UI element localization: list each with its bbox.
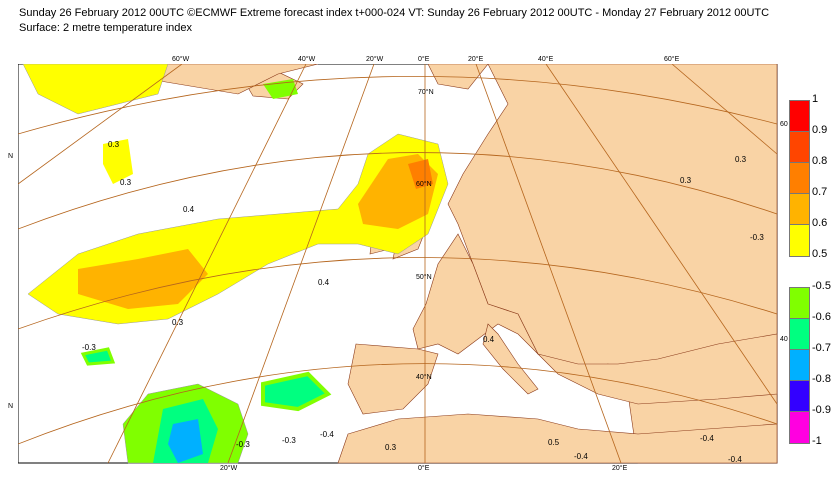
- legend-swatch: [790, 288, 809, 319]
- land-italy: [482, 323, 539, 395]
- legend-swatch: [790, 132, 809, 163]
- lat-label: 70°N: [418, 89, 434, 96]
- legend-swatch: [790, 225, 809, 256]
- cold-anomaly-small: [80, 347, 116, 366]
- contour-label: 0.3: [735, 155, 747, 164]
- side-label: 60: [780, 121, 788, 128]
- legend-negative: [789, 287, 810, 444]
- land-iberia: [347, 343, 439, 415]
- efi-map: 60°W: [18, 64, 778, 464]
- map-title: Sunday 26 February 2012 00UTC ©ECMWF Ext…: [19, 7, 770, 19]
- contour-label: -0.4: [728, 455, 742, 464]
- contour-label: -0.4: [574, 452, 588, 461]
- contour-label: -0.3: [282, 436, 296, 445]
- legend-tick: -0.5: [812, 280, 831, 292]
- warm-anomaly-baffin: [103, 139, 133, 184]
- contour-label: -0.3: [750, 233, 764, 242]
- lon-label: 0°E: [418, 465, 430, 472]
- lon-label: 40°E: [538, 56, 554, 63]
- contour-label: 0.3: [680, 176, 692, 185]
- contour-label: 0.3: [172, 318, 184, 327]
- lon-label: 20°E: [612, 465, 628, 472]
- contour-label: -0.4: [700, 434, 714, 443]
- lon-label: 20°E: [468, 56, 484, 63]
- contour-label: 0.3: [120, 178, 132, 187]
- warm-anomaly-core: [78, 249, 208, 309]
- land-western-europe: [412, 233, 539, 355]
- side-label: N: [8, 153, 14, 160]
- legend-tick: 1: [812, 93, 819, 105]
- lon-label: 0°E: [418, 56, 430, 63]
- contour-label: -0.3: [236, 440, 250, 449]
- lon-label: 20°W: [366, 56, 384, 63]
- legend-tick: 0.5: [812, 248, 828, 260]
- land-africa: [337, 413, 778, 464]
- side-label: N: [8, 403, 14, 410]
- contour-label: -0.3: [82, 343, 96, 352]
- contour-label: 0.4: [318, 278, 330, 287]
- cold-anomaly-deep: [168, 419, 203, 463]
- legend-tick: -1: [812, 435, 822, 447]
- legend-positive: [789, 100, 810, 257]
- graticule: [18, 64, 778, 464]
- legend-swatch: [790, 163, 809, 194]
- legend-swatch: [790, 350, 809, 381]
- legend-swatch: [790, 412, 809, 443]
- legend-tick: 0.9: [812, 124, 828, 136]
- lat-label: 60°N: [416, 181, 432, 188]
- lon-label: 40°W: [298, 56, 316, 63]
- legend-tick: 0.6: [812, 217, 828, 229]
- contour-label: 0.3: [108, 140, 120, 149]
- land-svalbard-north: [427, 64, 489, 90]
- legend-tick: 0.7: [812, 186, 828, 198]
- lat-label: 40°N: [416, 374, 432, 381]
- contour-label: 0.4: [183, 205, 195, 214]
- warm-anomaly-labrador: [22, 64, 169, 115]
- efi-positive-shading: [22, 64, 449, 325]
- lat-label: 50°N: [416, 274, 432, 281]
- legend-tick: 0.8: [812, 155, 828, 167]
- lon-label: 60°E: [664, 56, 680, 63]
- contour-label: 0.3: [385, 443, 397, 452]
- contour-label: 0.4: [483, 335, 495, 344]
- map-subtitle: Surface: 2 metre temperature index: [19, 22, 193, 34]
- contour-label: -0.4: [320, 430, 334, 439]
- cold-anomaly-mid: [261, 371, 332, 412]
- legend-swatch: [790, 319, 809, 350]
- legend-swatch: [790, 381, 809, 412]
- lon-label: 60°W: [172, 56, 190, 63]
- contour-label: 0.5: [548, 438, 560, 447]
- legend-swatch: [790, 194, 809, 225]
- legend-tick: -0.9: [812, 404, 831, 416]
- legend-tick: -0.8: [812, 373, 831, 385]
- legend-tick: -0.7: [812, 342, 831, 354]
- land-balkans-turkey: [537, 333, 778, 405]
- efi-negative-shading: [80, 79, 332, 464]
- side-label: 40: [780, 336, 788, 343]
- legend-swatch: [790, 101, 809, 132]
- warm-anomaly-uk-core: [408, 159, 433, 189]
- lon-label: 20°W: [220, 465, 238, 472]
- legend-tick: -0.6: [812, 311, 831, 323]
